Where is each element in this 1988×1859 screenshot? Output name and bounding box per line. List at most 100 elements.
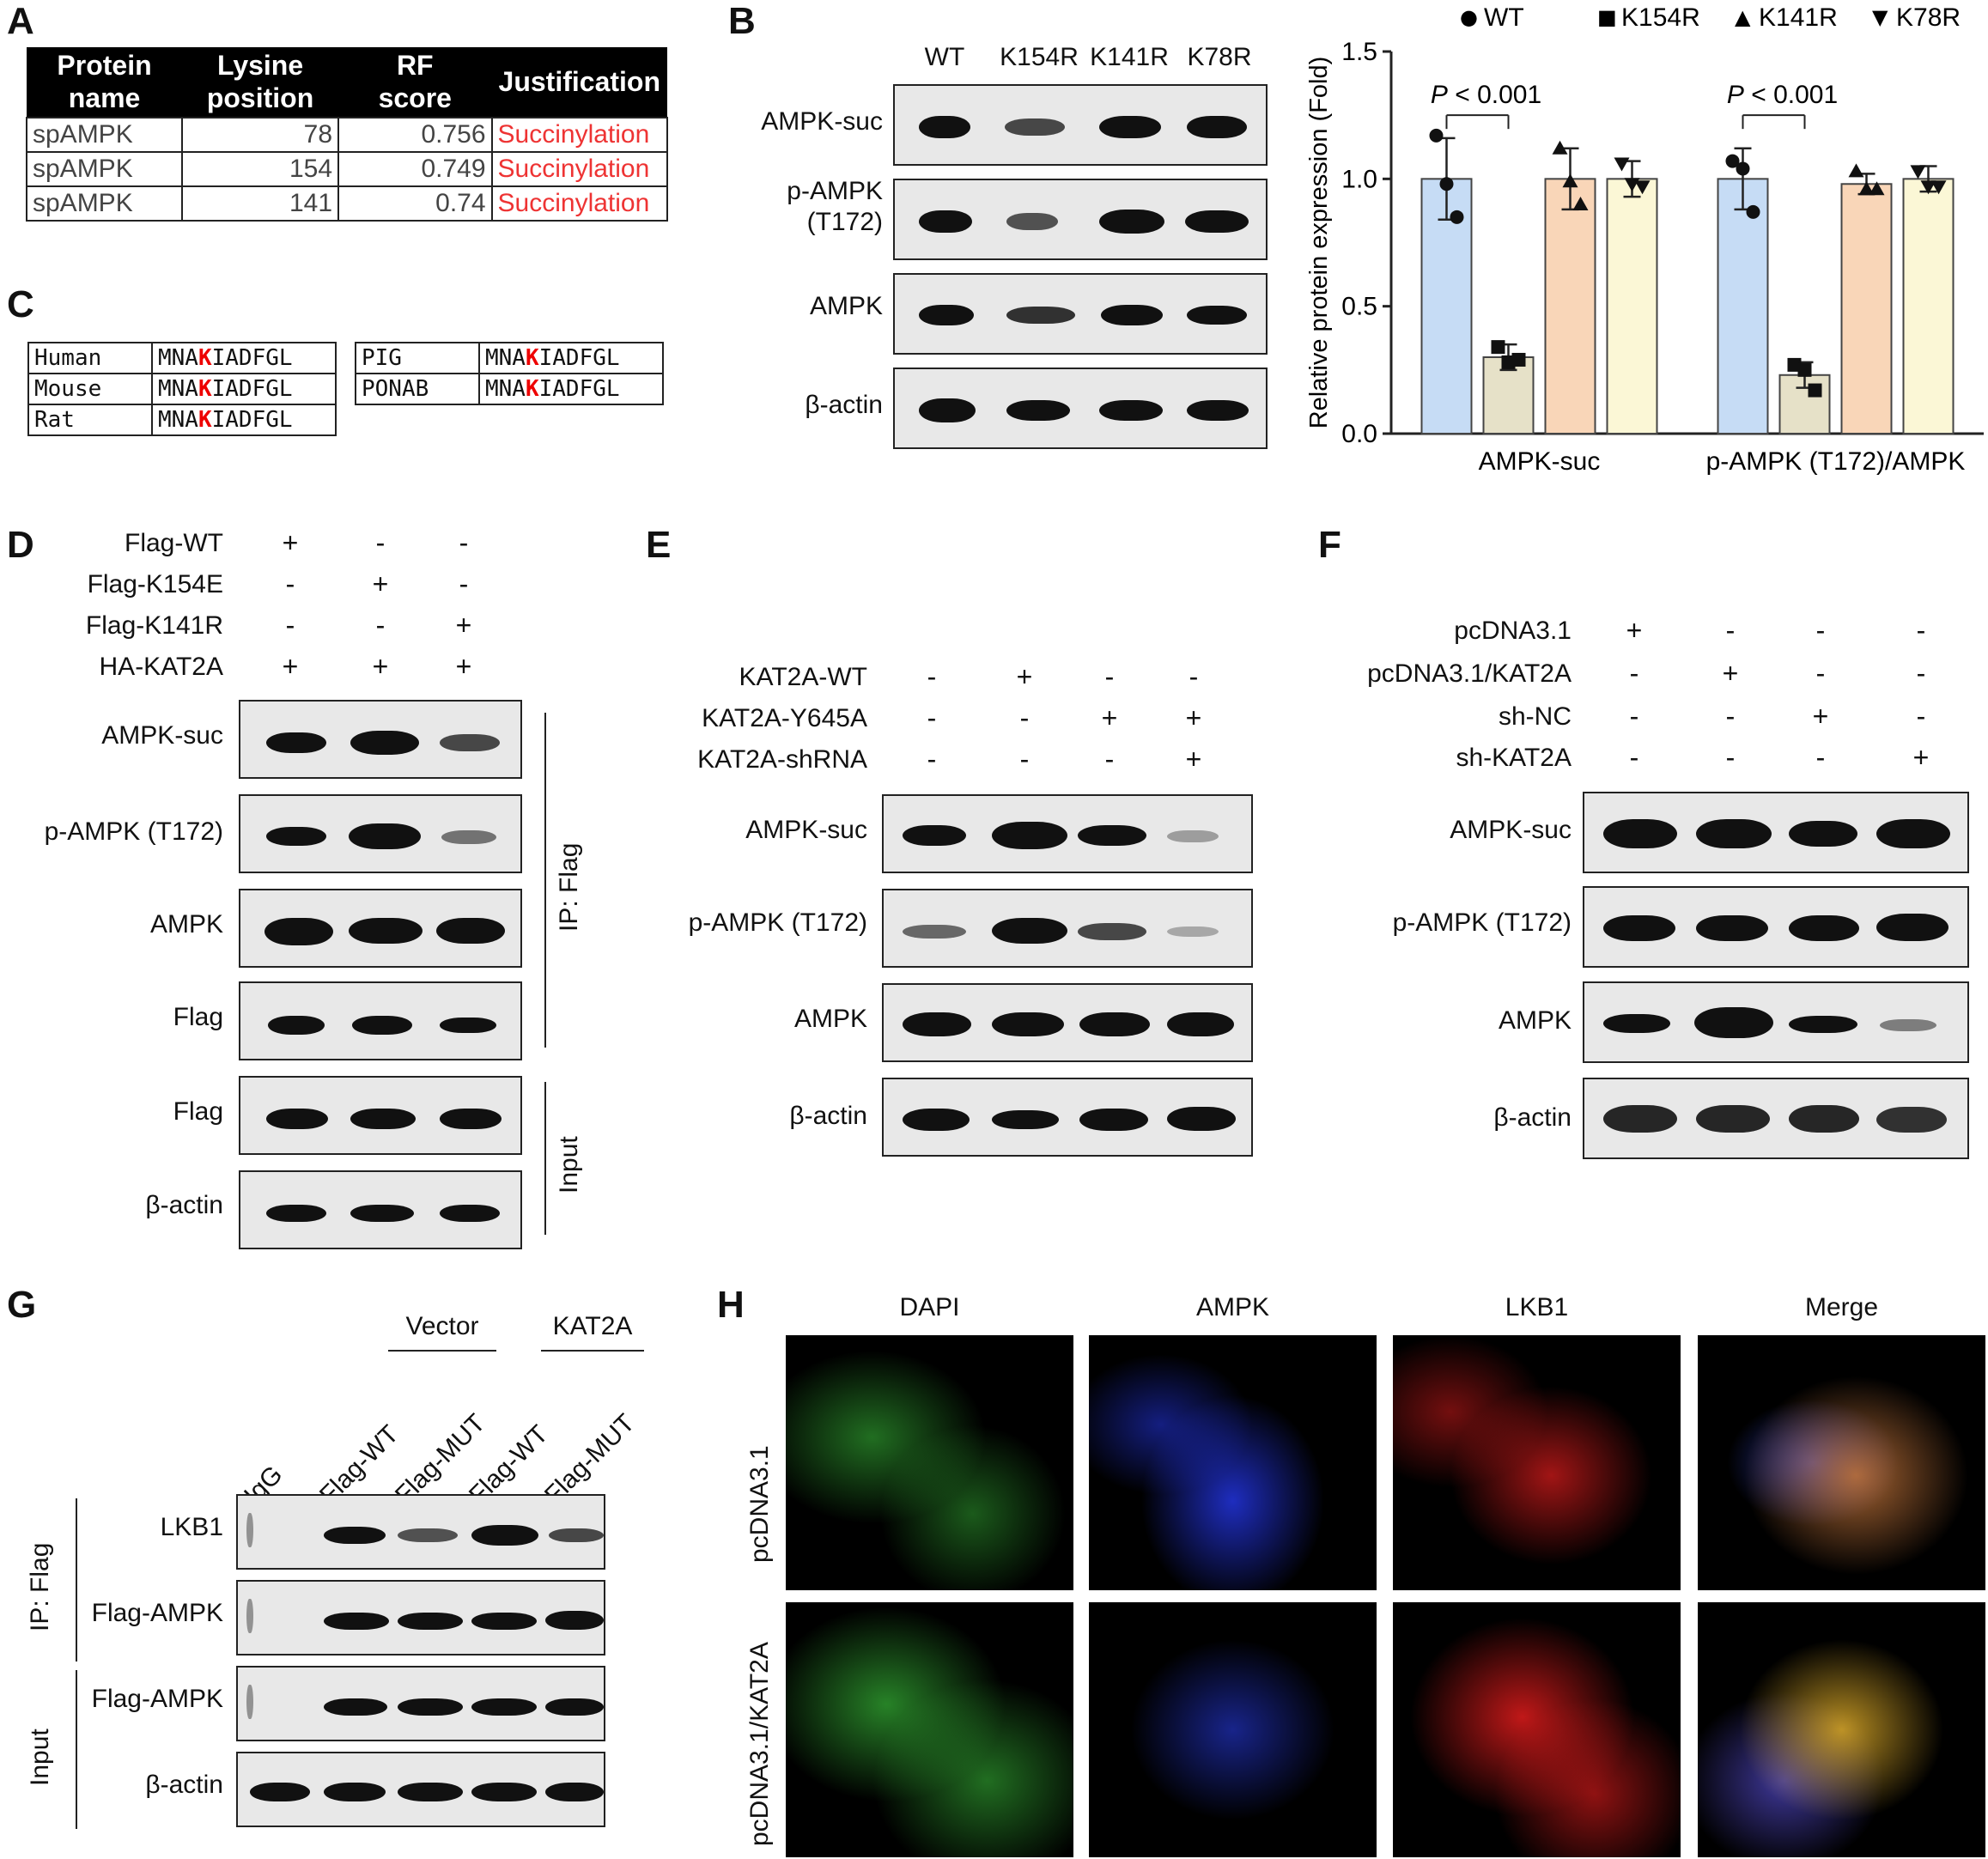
- panel-label-e: E: [646, 524, 672, 566]
- lysine-table: Protein name Lysine position RF score Ju…: [25, 47, 669, 222]
- condition-label: Flag-K154E: [87, 570, 223, 598]
- sign: -: [1629, 658, 1639, 689]
- row-label: p-AMPK (T172): [44, 817, 223, 846]
- legend-marker: ▼: [1872, 5, 1888, 29]
- data-point: [1429, 128, 1444, 143]
- lane-label: WT: [924, 43, 965, 71]
- sign: +: [1185, 702, 1202, 733]
- band: [440, 1018, 496, 1033]
- band: [1099, 400, 1163, 421]
- sign: -: [375, 527, 386, 558]
- sequence: MNAKIADFGL: [478, 373, 664, 405]
- sequence: MNAKIADFGL: [151, 342, 337, 374]
- bar: [1717, 178, 1769, 434]
- band: [903, 1109, 970, 1131]
- band: [436, 918, 505, 944]
- legend-marker: ●: [1460, 5, 1478, 29]
- data-point: [1725, 154, 1740, 168]
- bar: [1840, 183, 1893, 434]
- bar: [1606, 178, 1658, 434]
- y-tick-label: 0.5: [1341, 293, 1377, 321]
- blot-strip: [882, 983, 1253, 1062]
- sequence: MNAKIADFGL: [151, 373, 337, 405]
- data-point: [1797, 362, 1812, 377]
- table-header: RF score: [338, 47, 492, 118]
- panel-label-a: A: [7, 0, 34, 42]
- input-label: Input: [555, 1136, 583, 1194]
- band: [1006, 400, 1070, 421]
- sign: -: [459, 527, 469, 558]
- band: [440, 1205, 500, 1222]
- band: [545, 1783, 604, 1801]
- band: [1167, 1012, 1234, 1036]
- band: [246, 1599, 253, 1633]
- condition-label: pcDNA3.1: [1454, 617, 1572, 645]
- band: [246, 1685, 253, 1719]
- sign: +: [372, 568, 389, 599]
- sequence-table-right: PIG MNAKIADFGL PONAB MNAKIADFGL: [355, 342, 664, 405]
- sign: +: [455, 610, 472, 641]
- condition-label: KAT2A-Y645A: [702, 704, 867, 732]
- sign: -: [1815, 658, 1826, 689]
- band: [398, 1613, 463, 1630]
- band: [992, 1012, 1064, 1036]
- sign: +: [1912, 742, 1930, 773]
- ip-bracket: [76, 1498, 77, 1662]
- condition-label: Flag-WT: [125, 529, 223, 557]
- row-label: pcDNA3.1/KAT2A: [745, 1642, 774, 1846]
- x-tick-label: p-AMPK (T172)/AMPK: [1706, 447, 1966, 476]
- y-tick-label: 0.0: [1341, 420, 1377, 448]
- species-name: Mouse: [27, 373, 153, 405]
- sign: -: [927, 744, 937, 775]
- row-label: p-AMPK (T172): [688, 908, 867, 937]
- blot-strip: [239, 700, 522, 779]
- bar: [1420, 178, 1473, 434]
- band: [992, 822, 1067, 849]
- sign: +: [1185, 744, 1202, 775]
- column-label: LKB1: [1505, 1293, 1569, 1321]
- data-point: [1869, 181, 1885, 196]
- band: [1005, 118, 1065, 136]
- table-cell: 154: [181, 150, 340, 187]
- dapi-image: [786, 1335, 1073, 1590]
- band: [903, 1012, 971, 1036]
- band: [1696, 915, 1768, 941]
- group-line: [388, 1350, 496, 1352]
- table-cell: Succinylation: [490, 185, 669, 222]
- band: [919, 398, 976, 422]
- table-header-row: Protein name Lysine position RF score Ju…: [27, 47, 667, 118]
- data-point: [1439, 177, 1454, 191]
- condition-label: KAT2A-shRNA: [697, 745, 867, 774]
- table-cell: spAMPK: [25, 116, 184, 153]
- band: [1099, 210, 1164, 234]
- band: [1694, 1007, 1773, 1038]
- table-cell: spAMPK: [25, 150, 184, 187]
- row-label: AMPK-suc: [101, 721, 223, 750]
- row-label: p-AMPK (T172): [1392, 908, 1572, 937]
- sign: -: [927, 702, 937, 733]
- band: [1789, 821, 1857, 847]
- blot-strip: [239, 1170, 522, 1249]
- data-point: [1930, 180, 1947, 195]
- table-row: spAMPK 154 0.749 Succinylation: [25, 150, 669, 187]
- panel-label-g: G: [7, 1284, 37, 1326]
- band: [1006, 213, 1058, 230]
- input-bracket: [544, 1082, 546, 1235]
- sign: -: [1725, 615, 1736, 646]
- row-label: β-actin: [789, 1102, 867, 1130]
- x-tick-label: AMPK-suc: [1479, 447, 1601, 476]
- data-point: [1572, 197, 1589, 210]
- column-label: AMPK: [1195, 1293, 1270, 1321]
- band: [350, 1205, 414, 1222]
- sign: -: [1019, 744, 1030, 775]
- band: [1167, 1107, 1236, 1131]
- band: [324, 1783, 386, 1801]
- species-name: PIG: [355, 342, 480, 374]
- band: [1876, 914, 1948, 941]
- sign: -: [1815, 615, 1826, 646]
- band: [1079, 1109, 1148, 1131]
- data-point: [1634, 180, 1651, 195]
- row-label: β-actin: [1493, 1103, 1572, 1132]
- bar: [1544, 178, 1596, 434]
- sequence-row: PONAB MNAKIADFGL: [355, 373, 664, 405]
